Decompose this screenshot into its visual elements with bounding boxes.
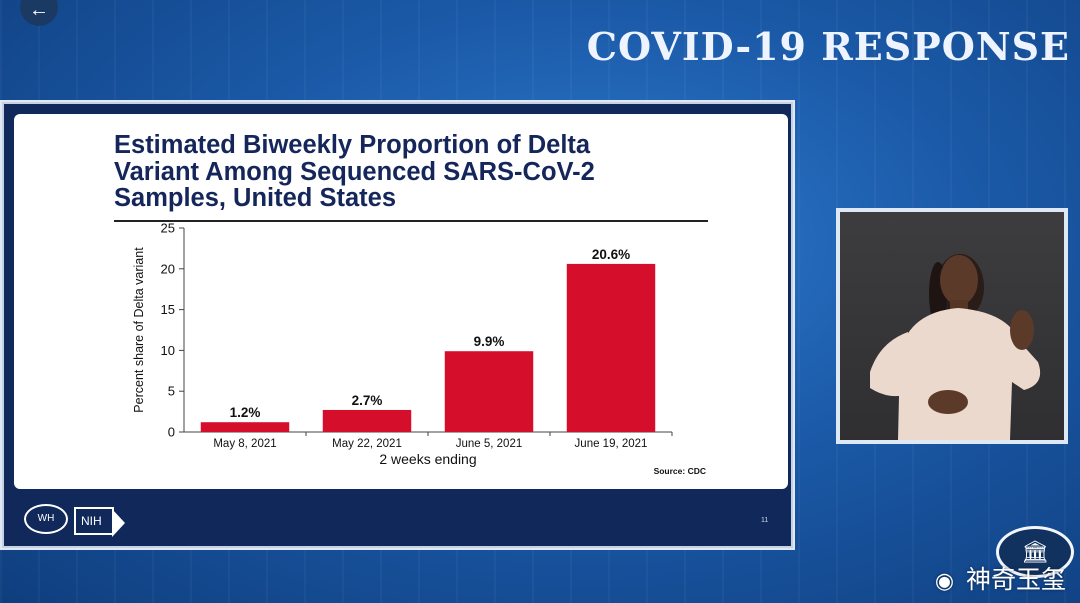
x-axis-label: 2 weeks ending	[379, 451, 476, 467]
data-label: 2.7%	[352, 393, 383, 408]
page-title: COVID-19 RESPONSE	[586, 24, 1070, 69]
slide-number: 11	[761, 517, 769, 524]
chart-title: Estimated Biweekly Proportion of Delta V…	[114, 132, 714, 212]
back-arrow-icon: ←	[29, 0, 49, 21]
y-axis-label: Percent share of Delta variant	[132, 247, 146, 413]
slide-background: Estimated Biweekly Proportion of Delta V…	[4, 104, 791, 546]
y-tick-label: 5	[168, 384, 175, 399]
chart-title-line-2: Variant Among Sequenced SARS-CoV-2	[114, 157, 595, 186]
watermark: ◉ 神奇玉玺	[935, 560, 1066, 596]
weibo-icon: ◉	[934, 569, 955, 594]
white-house-building-icon: 🏛	[1021, 539, 1049, 564]
slide-content: Estimated Biweekly Proportion of Delta V…	[14, 114, 788, 489]
bar	[200, 422, 290, 432]
bar-chart: 0 5 10 15 20 25 1.2% May 8, 2021 2.7% May 22, 202…	[132, 221, 706, 477]
nih-logo-text: NIH	[81, 514, 102, 528]
y-tick-label: 15	[161, 302, 175, 317]
y-tick-label: 0	[168, 425, 175, 440]
y-tick-label: 10	[161, 343, 175, 358]
presentation-slide: Estimated Biweekly Proportion of Delta V…	[0, 100, 795, 550]
watermark-text: 神奇玉玺	[965, 565, 1066, 594]
interpreter-video	[840, 212, 1064, 440]
data-label: 9.9%	[474, 334, 505, 349]
title-underline	[114, 220, 708, 222]
chart-source: Source: CDC	[654, 466, 706, 476]
bar	[444, 351, 534, 432]
white-house-logo-text: WH	[37, 513, 55, 524]
interpreter-figure	[870, 254, 1041, 440]
x-tick-label: June 19, 2021	[575, 438, 648, 450]
bar	[322, 409, 412, 432]
y-tick-label: 25	[161, 221, 175, 236]
data-label: 20.6%	[592, 247, 630, 262]
bar	[566, 263, 656, 432]
nih-logo: NIH	[74, 507, 125, 537]
x-tick-label: May 8, 2021	[213, 438, 276, 450]
interpreter-video-frame	[836, 208, 1068, 444]
white-house-seal: 🏛	[996, 526, 1074, 578]
y-tick-label: 20	[161, 261, 175, 276]
data-label: 1.2%	[230, 405, 261, 420]
x-tick-label: May 22, 2021	[332, 438, 402, 450]
chart-title-line-1: Estimated Biweekly Proportion of Delta	[114, 131, 591, 159]
white-house-logo: WH	[24, 504, 68, 534]
chart-title-line-3: Samples, United States	[114, 184, 397, 212]
x-tick-label: June 5, 2021	[456, 438, 523, 450]
